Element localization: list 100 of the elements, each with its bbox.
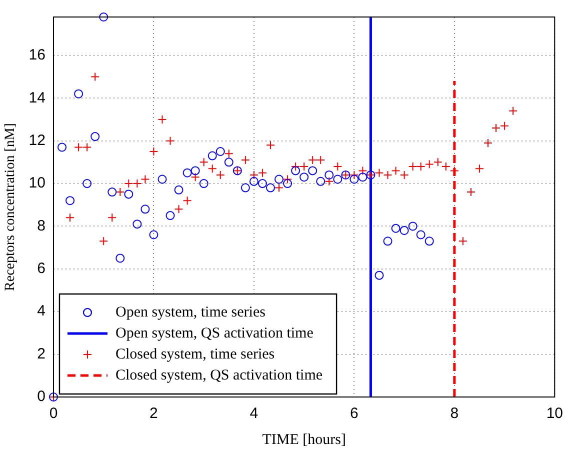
point (458, 236, 468, 246)
point (424, 160, 434, 169)
point (82, 179, 92, 188)
point (383, 170, 392, 180)
point (433, 158, 442, 167)
point (240, 183, 250, 192)
point (166, 211, 175, 220)
point (441, 162, 450, 171)
point (383, 236, 392, 246)
point (116, 254, 125, 263)
point (149, 230, 158, 240)
legend-label: Closed system, QS activation time (115, 367, 323, 384)
x-tick-label: 6 (350, 405, 358, 422)
point (132, 179, 142, 188)
point (350, 170, 359, 180)
point (266, 183, 275, 192)
point (216, 170, 225, 180)
point (124, 190, 134, 199)
point (182, 196, 192, 206)
legend-label: Open system, QS activation time (115, 325, 314, 342)
point (82, 142, 92, 152)
x-tick-label: 0 (49, 405, 58, 422)
point (266, 140, 275, 150)
point (333, 174, 342, 184)
legend-label: Open system, time series (115, 304, 266, 320)
point (166, 136, 175, 146)
point (224, 149, 234, 158)
x-tick-label: 2 (150, 405, 158, 422)
point (140, 174, 150, 184)
point (132, 220, 142, 229)
point (484, 138, 492, 148)
point (391, 166, 400, 176)
point (300, 172, 309, 182)
point (500, 121, 510, 130)
y-tick-label: 2 (37, 345, 46, 362)
x-axis-title: TIME [hours] (262, 432, 346, 448)
point (350, 174, 359, 184)
point (99, 12, 108, 22)
point (249, 176, 258, 186)
point (224, 158, 234, 167)
x-tick-label: 8 (450, 405, 459, 422)
point (124, 179, 134, 188)
point (208, 151, 217, 160)
point (374, 168, 384, 178)
point (416, 162, 426, 171)
point (249, 170, 258, 180)
point (182, 168, 192, 178)
point (108, 188, 117, 197)
point (108, 213, 117, 222)
point (466, 188, 476, 197)
point (199, 179, 208, 188)
point (374, 270, 384, 280)
point (408, 222, 418, 231)
point (199, 158, 208, 167)
point (424, 236, 434, 246)
point (90, 72, 100, 82)
point (174, 185, 184, 194)
point (283, 179, 292, 188)
point (116, 188, 125, 197)
point (291, 162, 300, 171)
point (58, 142, 67, 152)
point (66, 196, 75, 206)
y-tick-label: 6 (37, 260, 46, 278)
y-tick-label: 4 (37, 302, 46, 320)
point (140, 204, 150, 214)
point (283, 174, 292, 184)
point (316, 156, 326, 165)
point (158, 114, 167, 124)
point (90, 132, 100, 142)
point (308, 166, 318, 176)
point (158, 174, 167, 184)
point (333, 162, 342, 171)
point (416, 230, 426, 240)
point (308, 156, 318, 165)
point (216, 146, 225, 156)
point (408, 162, 418, 171)
point (474, 164, 484, 174)
y-tick-label: 10 (28, 174, 46, 192)
point (358, 166, 368, 176)
point (274, 183, 284, 192)
point (190, 166, 200, 176)
point (66, 213, 75, 222)
y-tick-label: 14 (28, 89, 46, 106)
point (240, 156, 250, 165)
y-tick-label: 12 (28, 132, 46, 149)
point (190, 172, 200, 182)
point (208, 164, 217, 174)
point (358, 172, 368, 182)
point (508, 106, 518, 116)
point (74, 89, 84, 98)
legend-label: Closed system, time series (115, 346, 275, 362)
y-tick-label: 8 (37, 217, 46, 234)
point (400, 226, 409, 235)
point (74, 142, 84, 152)
point (492, 124, 501, 133)
point (391, 224, 400, 233)
y-tick-label: 0 (37, 388, 46, 406)
point (258, 179, 267, 188)
point (300, 162, 309, 171)
point (99, 236, 108, 246)
